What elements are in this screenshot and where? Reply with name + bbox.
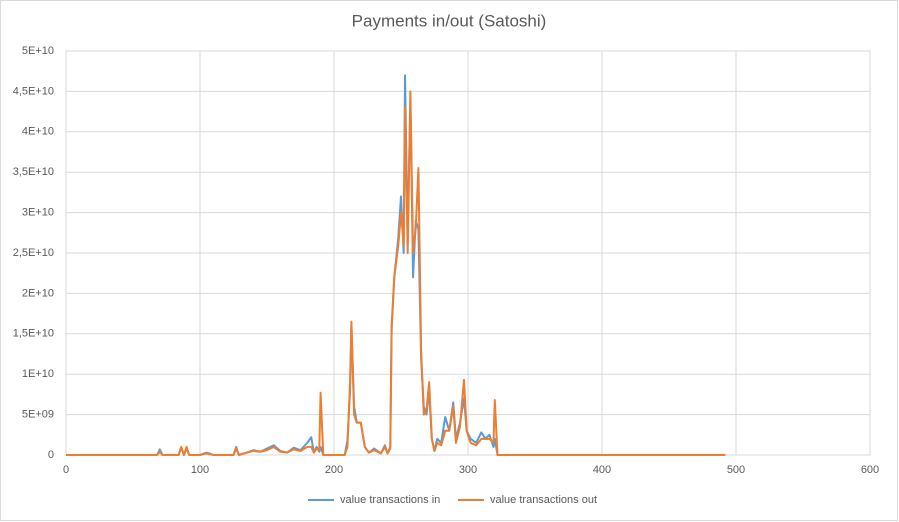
x-tick-label: 0 bbox=[63, 464, 69, 476]
y-tick-label: 2E+10 bbox=[22, 287, 54, 299]
x-tick-label: 300 bbox=[459, 464, 477, 476]
y-tick-label: 0 bbox=[48, 449, 54, 461]
y-tick-label: 5E+09 bbox=[22, 409, 54, 421]
y-tick-label: 1E+10 bbox=[22, 368, 54, 380]
y-tick-label: 1,5E+10 bbox=[13, 328, 54, 340]
y-tick-label: 4E+10 bbox=[22, 126, 54, 138]
data-line bbox=[66, 90, 726, 456]
y-tick-label: 3,5E+10 bbox=[13, 166, 54, 178]
x-tick-label: 200 bbox=[325, 464, 343, 476]
y-tick-label: 4,5E+10 bbox=[13, 85, 54, 97]
chart-title: Payments in/out (Satoshi) bbox=[352, 11, 547, 30]
legend-label: value transactions in bbox=[340, 494, 440, 506]
y-tick-label: 5E+10 bbox=[22, 45, 54, 57]
x-tick-label: 100 bbox=[191, 464, 209, 476]
x-tick-label: 500 bbox=[727, 464, 745, 476]
y-tick-label: 2,5E+10 bbox=[13, 247, 54, 259]
x-tick-label: 600 bbox=[861, 464, 879, 476]
x-tick-label: 400 bbox=[593, 464, 611, 476]
y-tick-label: 3E+10 bbox=[22, 207, 54, 219]
legend-label: value transactions out bbox=[490, 494, 597, 506]
